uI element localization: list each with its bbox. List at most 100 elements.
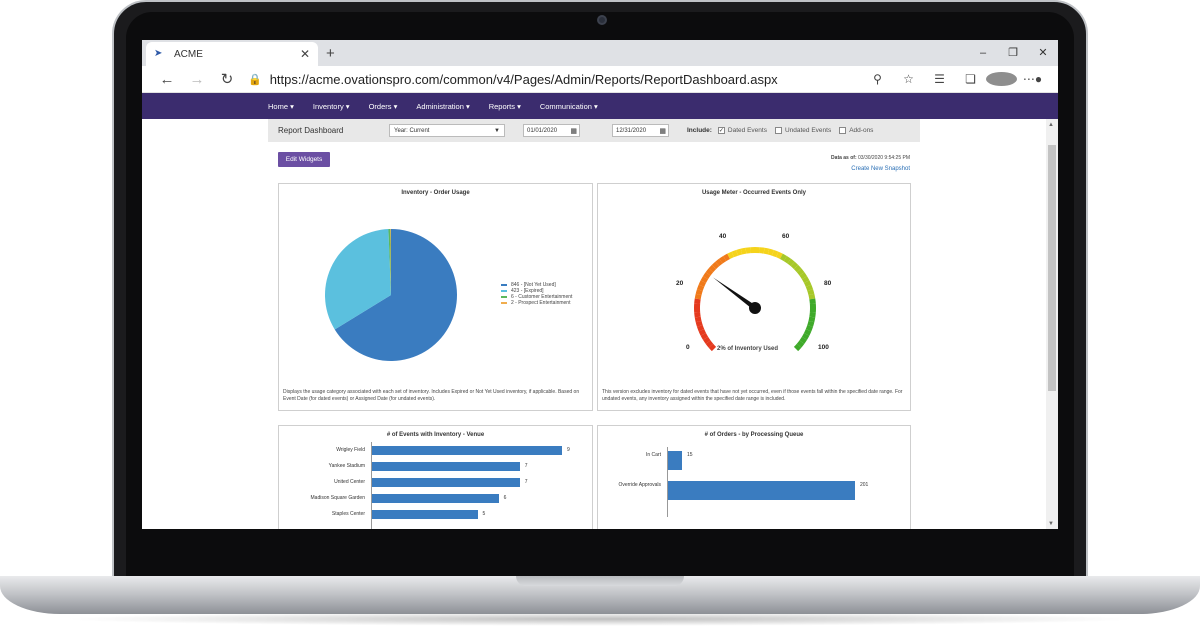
gauge-tick-100: 100: [818, 344, 829, 351]
gauge-tick-0: 0: [686, 344, 690, 351]
nav-inventory[interactable]: Inventory ▾: [312, 101, 350, 111]
year-select[interactable]: Year: Current ▼: [389, 124, 505, 137]
zoom-icon[interactable]: ⚲: [873, 71, 882, 86]
legend-swatch: [501, 284, 507, 286]
dated-events-checkbox[interactable]: ✓ Dated Events: [717, 127, 767, 134]
gauge-band: [805, 284, 814, 292]
legend-entry[interactable]: 2 - Prospect Entertainment: [501, 300, 572, 306]
checkbox-checked-icon: ✓: [717, 127, 725, 134]
venue-bar-title: # of Events with Inventory - Venue: [386, 432, 485, 438]
new-tab-icon[interactable]: +: [326, 44, 335, 62]
checkbox-empty-icon: [839, 127, 847, 134]
gauge-band: [808, 316, 816, 323]
bar[interactable]: [372, 510, 478, 519]
bar-category-label: Yankee Stadium: [328, 463, 365, 469]
tab-title: ACME: [174, 48, 203, 60]
queue-bar-title: # of Orders - by Processing Queue: [704, 432, 804, 438]
start-date-value: 01/01/2020: [527, 127, 558, 134]
browser-tab[interactable]: ➤ ACME ✕: [146, 42, 318, 66]
nav-home[interactable]: Home ▾: [268, 101, 294, 111]
bar[interactable]: [372, 494, 499, 503]
bar-category-label: Madison Square Garden: [310, 495, 365, 501]
pie-slice[interactable]: [325, 229, 391, 330]
bar-value-label: 201: [860, 482, 869, 488]
pie-slice[interactable]: [390, 229, 391, 295]
gauge-band: [809, 312, 816, 318]
year-select-value: Year: Current: [394, 127, 430, 134]
close-window-icon[interactable]: ✕: [1038, 47, 1048, 59]
bar-category-label: Wrigley Field: [336, 447, 365, 453]
gauge-band: [723, 253, 731, 262]
bar[interactable]: [668, 481, 855, 500]
laptop-notch: [516, 576, 684, 586]
bar[interactable]: [668, 451, 682, 470]
start-date-input[interactable]: 01/01/2020 ▦: [523, 124, 580, 137]
create-snapshot-link[interactable]: Create New Snapshot: [851, 166, 910, 172]
laptop-shadow: [60, 612, 1140, 626]
bar-axis: [667, 447, 668, 517]
calendar-icon[interactable]: ▦: [659, 127, 666, 135]
nav-administration[interactable]: Administration ▾: [416, 101, 470, 111]
addons-checkbox[interactable]: Add-ons: [839, 127, 873, 134]
minimize-icon[interactable]: –: [979, 47, 987, 59]
bar-value-label: 7: [524, 479, 528, 485]
data-asof-value: 03/30/2020 9:54:25 PM: [858, 155, 910, 161]
lock-icon: 🔒: [248, 73, 262, 86]
bar[interactable]: [372, 478, 520, 487]
calendar-icon[interactable]: ▦: [570, 127, 577, 135]
gauge-band: [727, 251, 734, 260]
legend-label: 6 - Customer Entertainment: [511, 294, 573, 300]
gauge-band: [809, 298, 816, 304]
bar-category-label: Staples Center: [331, 511, 365, 517]
bar[interactable]: [372, 446, 562, 455]
end-date-input[interactable]: 12/31/2020 ▦: [612, 124, 669, 137]
more-menu-icon[interactable]: ⋯●: [1022, 71, 1043, 86]
restore-icon[interactable]: ❐: [1008, 47, 1018, 59]
scroll-thumb[interactable]: [1048, 145, 1056, 391]
edit-widgets-button[interactable]: Edit Widgets: [278, 152, 330, 167]
webcam-icon: [597, 15, 607, 25]
bar-value-label: 9: [567, 447, 570, 453]
favorite-star-icon[interactable]: ☆: [903, 71, 914, 86]
gauge-band: [695, 320, 703, 327]
collections-icon[interactable]: ❏: [965, 71, 976, 86]
nav-communication[interactable]: Communication ▾: [539, 101, 598, 111]
vertical-scrollbar[interactable]: ▲ ▼: [1046, 119, 1058, 529]
gauge-tick-20: 20: [676, 280, 684, 287]
legend-label: 423 - [Expired]: [511, 288, 544, 294]
pie-slice[interactable]: [334, 229, 457, 361]
legend-entry[interactable]: 6 - Customer Entertainment: [501, 294, 572, 300]
pie-legend: 846 - [Not Yet Used] 423 - [Expired] 6 - C…: [501, 282, 572, 306]
gauge-caption: 2% of Inventory Used: [717, 346, 779, 352]
gauge-band: [759, 247, 765, 254]
refresh-icon[interactable]: ↻: [220, 71, 234, 88]
nav-orders[interactable]: Orders ▾: [368, 101, 398, 111]
gauge-tick-40: 40: [719, 233, 727, 240]
gauge-band: [731, 249, 739, 258]
gauge-band: [779, 253, 787, 262]
gauge-band: [801, 332, 810, 340]
legend-entry[interactable]: 423 - [Expired]: [501, 288, 572, 294]
undated-events-checkbox[interactable]: Undated Events: [774, 127, 831, 134]
pie-slice[interactable]: [388, 229, 391, 295]
nav-reports[interactable]: Reports ▾: [488, 101, 521, 111]
bar-value-label: 15: [686, 452, 693, 458]
favorites-list-icon[interactable]: ☰: [934, 71, 945, 86]
profile-avatar[interactable]: [986, 72, 1017, 87]
gauge-band: [801, 276, 810, 284]
usage-gauge: [694, 247, 816, 352]
chevron-down-icon: ▼: [494, 127, 500, 134]
back-icon[interactable]: ←: [159, 70, 175, 88]
bar-value-label: 6: [503, 495, 507, 501]
address-bar[interactable]: 🔒 https://acme.ovationspro.com/common/v4…: [242, 69, 862, 90]
forward-icon[interactable]: →: [189, 70, 205, 88]
scroll-up-icon[interactable]: ▲: [1048, 122, 1054, 128]
gauge-band: [803, 280, 812, 287]
bar[interactable]: [372, 462, 520, 471]
gauge-band: [790, 261, 799, 270]
tab-close-icon[interactable]: ✕: [299, 47, 310, 61]
bar-category-label: Override Approvals: [618, 482, 661, 488]
legend-entry[interactable]: 846 - [Not Yet Used]: [501, 282, 572, 288]
gauge-band: [787, 258, 795, 267]
scroll-down-icon[interactable]: ▼: [1048, 521, 1054, 527]
